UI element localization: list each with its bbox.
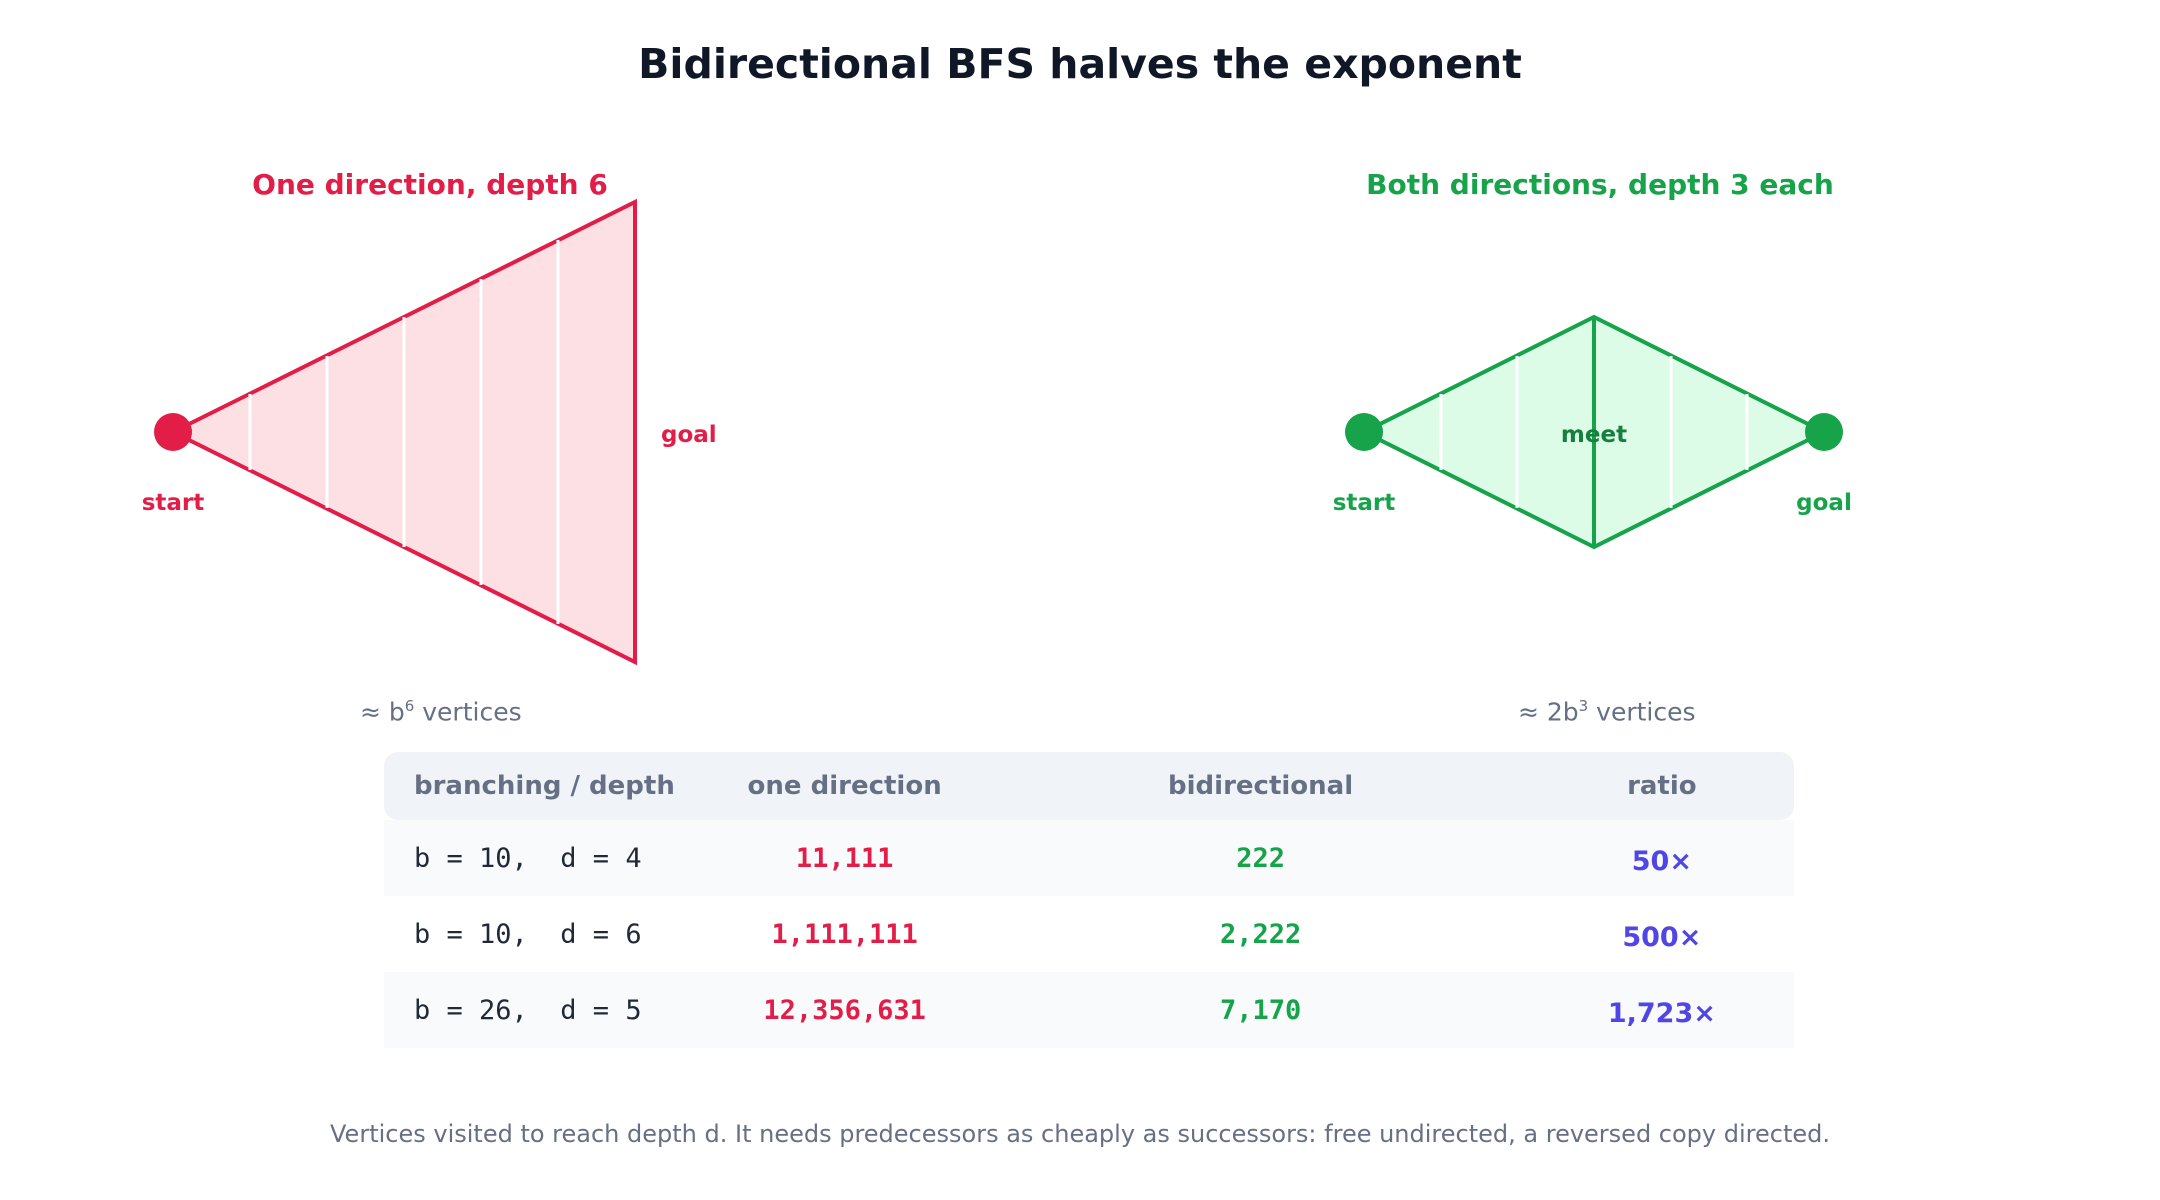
meet-label: meet <box>1561 422 1627 448</box>
one-direction-cell: 1,111,111 <box>771 918 918 950</box>
both-directions-title: Both directions, depth 3 each <box>1366 168 1834 201</box>
header-one-direction: one direction <box>747 771 942 801</box>
bidirectional-cell: 222 <box>1236 842 1285 874</box>
depth-layer-lines <box>1439 356 1749 508</box>
ratio-cell: 50× <box>1631 845 1692 877</box>
start-node <box>154 413 192 451</box>
comparison-table: branching / depth one direction bidirect… <box>384 752 1794 1048</box>
one-direction-cell: 11,111 <box>795 842 894 874</box>
params-cell: b = 10, d = 6 <box>414 918 642 950</box>
bidirectional-formula: ≈ 2b3 vertices <box>1518 697 1696 727</box>
header-bidirectional: bidirectional <box>1168 771 1354 801</box>
table-row: b = 10, d = 4 11,111 222 50× <box>384 820 1794 896</box>
one-direction-formula: ≈ b6 vertices <box>360 697 522 727</box>
depth-layer-lines <box>248 240 560 624</box>
page-title: Bidirectional BFS halves the exponent <box>638 40 1522 88</box>
goal-label: goal <box>661 422 717 448</box>
bidirectional-cell: 2,222 <box>1219 918 1302 950</box>
params-cell: b = 10, d = 4 <box>414 842 642 874</box>
start-label: start <box>1333 490 1396 516</box>
goal-node <box>1805 413 1843 451</box>
table-row: b = 10, d = 6 1,111,111 2,222 500× <box>384 896 1794 972</box>
goal-label: goal <box>1796 490 1852 516</box>
table-row: b = 26, d = 5 12,356,631 7,170 1,723× <box>384 972 1794 1048</box>
one-direction-cone: start goal <box>142 198 717 666</box>
ratio-cell: 500× <box>1622 921 1702 953</box>
one-direction-title: One direction, depth 6 <box>252 168 608 201</box>
start-node <box>1345 413 1383 451</box>
header-ratio: ratio <box>1627 771 1697 801</box>
footnote: Vertices visited to reach depth d. It ne… <box>330 1120 1830 1148</box>
header-branching-depth: branching / depth <box>414 771 675 801</box>
ratio-cell: 1,723× <box>1607 997 1716 1029</box>
bidirectional-diamond: meet start goal <box>1333 314 1852 550</box>
start-label: start <box>142 490 205 516</box>
one-direction-cell: 12,356,631 <box>763 994 926 1026</box>
bidirectional-cell: 7,170 <box>1219 994 1302 1026</box>
table-header: branching / depth one direction bidirect… <box>384 752 1794 820</box>
params-cell: b = 26, d = 5 <box>414 994 642 1026</box>
